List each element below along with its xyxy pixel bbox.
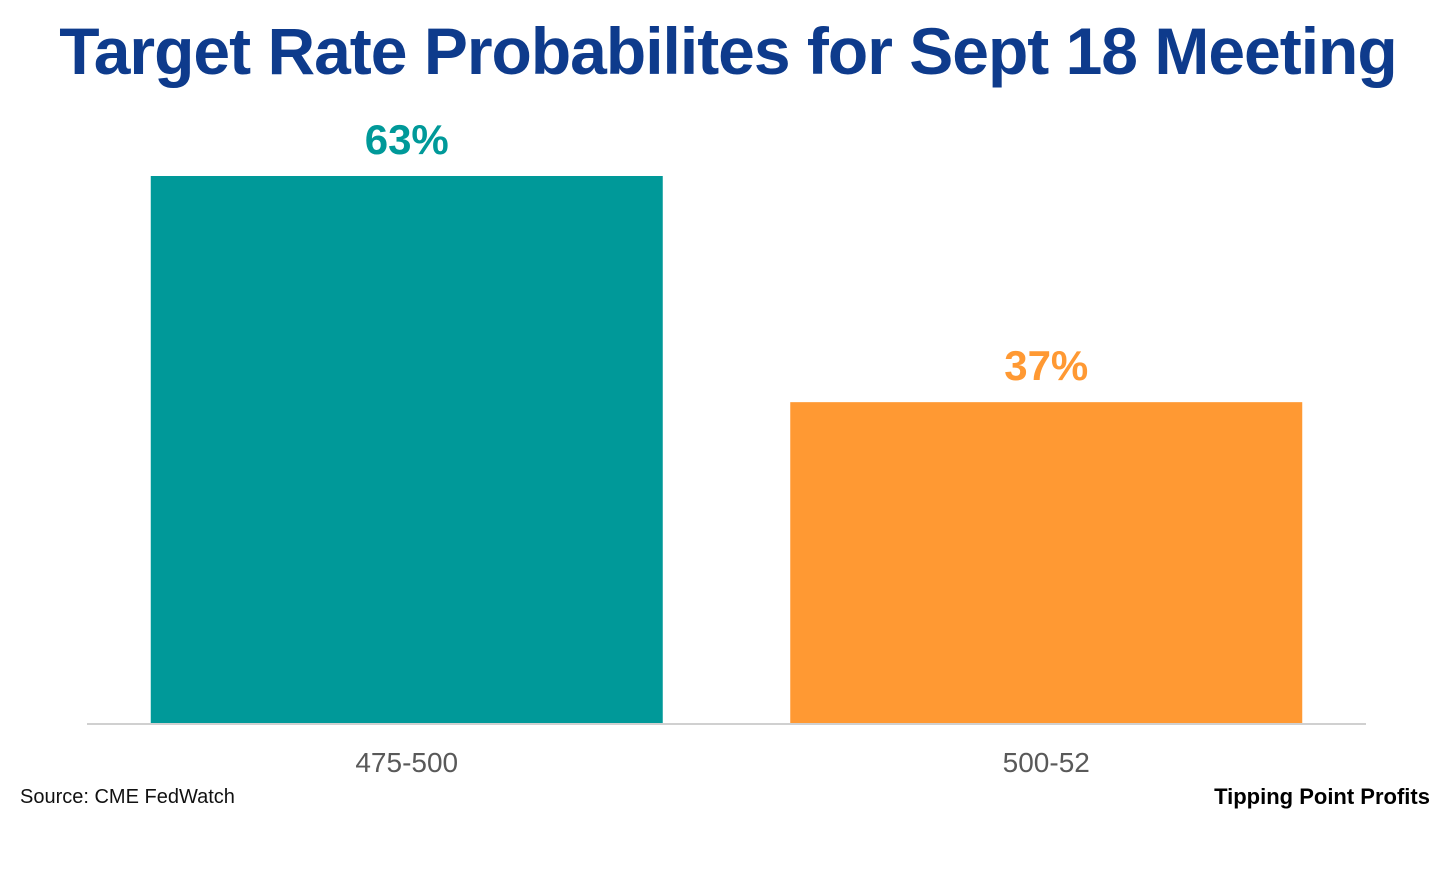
data-label-475-500: 63% — [365, 116, 449, 163]
category-ticks-group: 475-500 500-52 — [355, 747, 1089, 778]
bar-475-500 — [150, 176, 663, 724]
brand-label: Tipping Point Profits — [1214, 784, 1430, 809]
chart-title: Target Rate Probabilites for Sept 18 Mee… — [59, 14, 1397, 88]
x-tick-label-500-52: 500-52 — [1003, 747, 1090, 778]
source-note: Source: CME FedWatch — [20, 786, 235, 808]
data-label-500-52: 37% — [1004, 342, 1088, 389]
bar-500-52 — [790, 402, 1303, 724]
x-tick-label-475-500: 475-500 — [355, 747, 458, 778]
bars-group — [150, 176, 1303, 724]
value-labels-group: 63% 37% — [365, 116, 1089, 389]
